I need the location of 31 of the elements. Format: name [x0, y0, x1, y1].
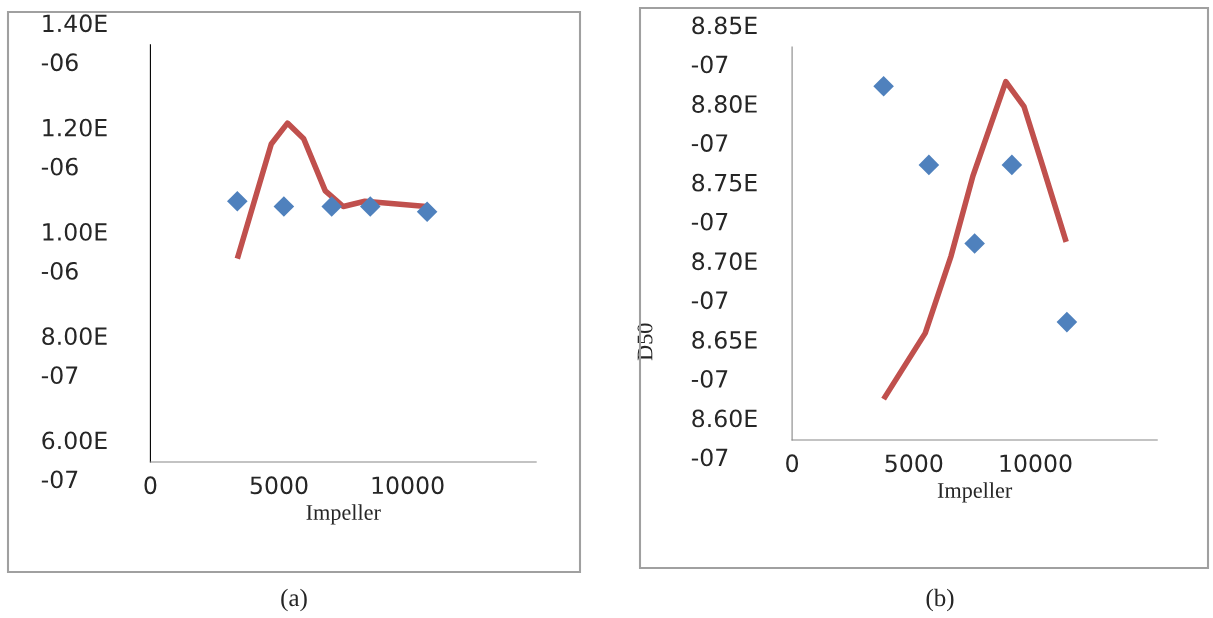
y-tick-label: 8.80E-07: [691, 95, 757, 152]
point: [1056, 311, 1078, 333]
y-tick-label: 8.00E-07: [41, 327, 107, 385]
y-tick-label: 1.00E-06: [41, 222, 107, 280]
point: [1001, 154, 1023, 176]
point: [416, 201, 438, 223]
x-tick-label: 0: [144, 476, 157, 495]
x-axis-title: Impeller: [306, 504, 381, 525]
point: [359, 196, 381, 217]
point: [918, 154, 940, 176]
text: (a): [281, 588, 307, 612]
y-tick-label: 6.00E-07: [41, 431, 107, 489]
point: [873, 75, 894, 97]
y-tick-label: 8.85E-07: [691, 16, 757, 74]
y-tick-label: 8.75E-07: [691, 173, 757, 231]
x-tick-label: 5000: [250, 476, 308, 495]
y-tick-label: 8.70E-07: [691, 252, 757, 310]
x-tick-label: 5000: [885, 454, 943, 473]
x-tick-label: 10000: [372, 476, 444, 495]
point: [273, 196, 295, 217]
x-tick-label: 0: [786, 454, 799, 473]
point: [227, 191, 248, 212]
y-tick-label: 8.65E-07: [691, 330, 757, 388]
y-tick-label: 1.20E-06: [41, 118, 107, 176]
y-tick-label: 8.60E-07: [691, 409, 757, 467]
y-tick-label: 1.40E-06: [41, 14, 107, 72]
text: (b): [926, 588, 954, 612]
x-tick-label: 10000: [1000, 454, 1072, 473]
x-axis-title: Impeller: [937, 482, 1013, 503]
point: [321, 196, 343, 217]
point: [964, 233, 985, 254]
